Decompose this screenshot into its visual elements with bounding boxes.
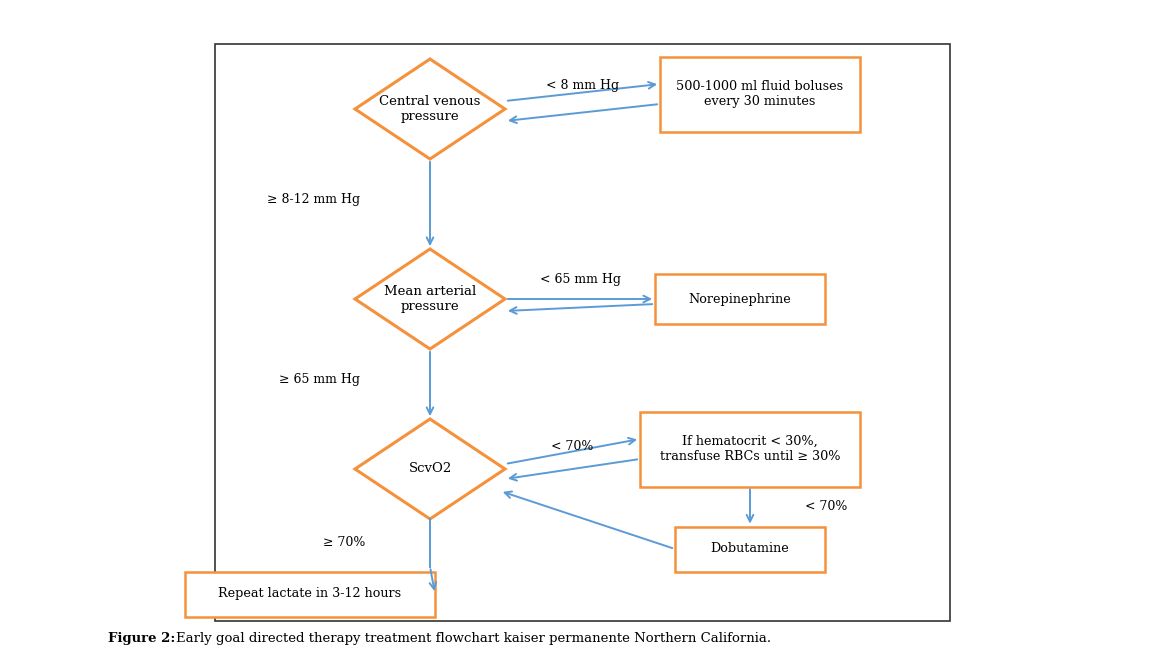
Text: Central venous
pressure: Central venous pressure	[379, 95, 480, 123]
Text: Repeat lactate in 3-12 hours: Repeat lactate in 3-12 hours	[219, 588, 402, 600]
Text: ≥ 70%: ≥ 70%	[323, 536, 365, 549]
Text: ≥ 8-12 mm Hg: ≥ 8-12 mm Hg	[267, 192, 360, 206]
Text: < 65 mm Hg: < 65 mm Hg	[540, 273, 621, 285]
FancyBboxPatch shape	[185, 571, 435, 617]
FancyBboxPatch shape	[655, 274, 825, 324]
Text: Dobutamine: Dobutamine	[711, 542, 789, 556]
Text: 500-1000 ml fluid boluses
every 30 minutes: 500-1000 ml fluid boluses every 30 minut…	[677, 80, 844, 108]
Polygon shape	[355, 419, 505, 519]
Text: < 70%: < 70%	[552, 440, 594, 453]
Text: ≥ 65 mm Hg: ≥ 65 mm Hg	[279, 372, 360, 386]
FancyBboxPatch shape	[675, 527, 825, 571]
Text: Figure 2:: Figure 2:	[108, 632, 180, 645]
Text: Norepinephrine: Norepinephrine	[689, 293, 791, 306]
Text: ScvO2: ScvO2	[408, 463, 451, 476]
Text: < 70%: < 70%	[805, 500, 848, 513]
Polygon shape	[355, 249, 505, 349]
Text: Mean arterial
pressure: Mean arterial pressure	[383, 285, 476, 313]
Text: < 8 mm Hg: < 8 mm Hg	[546, 80, 620, 92]
Polygon shape	[355, 59, 505, 159]
Text: If hematocrit < 30%,
transfuse RBCs until ≥ 30%: If hematocrit < 30%, transfuse RBCs unti…	[659, 435, 841, 463]
Text: Early goal directed therapy treatment flowchart kaiser permanente Northern Calif: Early goal directed therapy treatment fl…	[175, 632, 770, 645]
Bar	[215, 44, 950, 621]
FancyBboxPatch shape	[639, 411, 860, 486]
FancyBboxPatch shape	[660, 57, 860, 132]
